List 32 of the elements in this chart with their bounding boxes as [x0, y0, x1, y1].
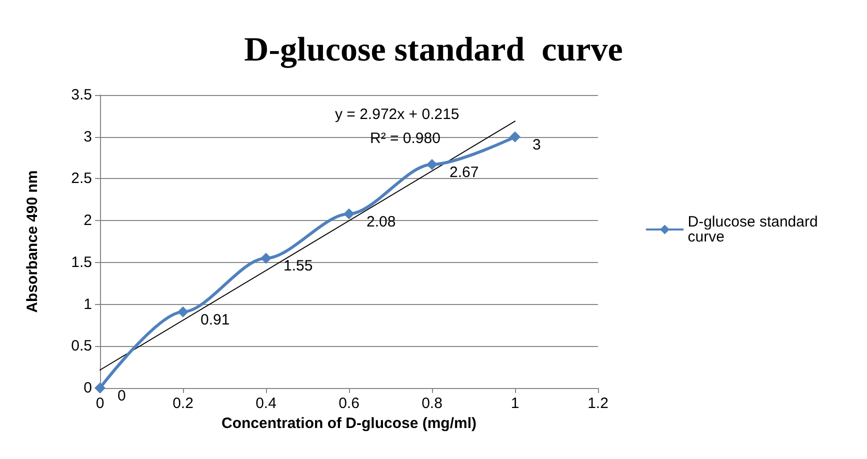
x-tick-label: 1	[510, 395, 520, 412]
y-axis-title: Absorbance 490 nm	[24, 170, 41, 313]
y-tick-label: 1.5	[71, 254, 92, 271]
y-tick-label: 0.5	[71, 338, 92, 355]
chart-title: D-glucose standard curve	[244, 32, 623, 68]
data-label: 2.08	[366, 213, 396, 230]
x-tick-label: 0.6	[338, 395, 360, 412]
point	[178, 306, 188, 318]
x-tick-label: 0	[96, 395, 104, 412]
point	[344, 208, 354, 220]
y-tick-label: 2	[84, 212, 92, 230]
point	[510, 131, 520, 142]
y-tick-label: 1	[84, 296, 92, 313]
y-tick-label: 3.5	[71, 86, 92, 104]
x-tick-label: 0.8	[422, 395, 442, 412]
data-label: 0.91	[200, 311, 230, 328]
x-axis-title: Concentration of D-glucose (mg/ml)	[222, 415, 477, 432]
legend-label: D-glucose standard curve	[688, 214, 822, 246]
data-label: 1.55	[284, 258, 313, 275]
x-tick-label: 0.2	[172, 395, 194, 412]
point	[260, 252, 272, 264]
point	[426, 158, 438, 170]
point	[94, 382, 106, 394]
annotation: R² = 0.980	[370, 130, 440, 147]
x-tick-label: 0.4	[256, 395, 276, 412]
y-tick-label: 2.5	[71, 170, 92, 188]
annotation: y = 2.972x + 0.215	[335, 106, 460, 123]
y-tick-label: 0	[84, 380, 92, 396]
x-tick-label: 1.2	[588, 395, 608, 412]
data-label: 2.67	[450, 164, 479, 181]
data-label: 3	[532, 136, 541, 154]
y-tick-label: 3	[84, 128, 92, 146]
